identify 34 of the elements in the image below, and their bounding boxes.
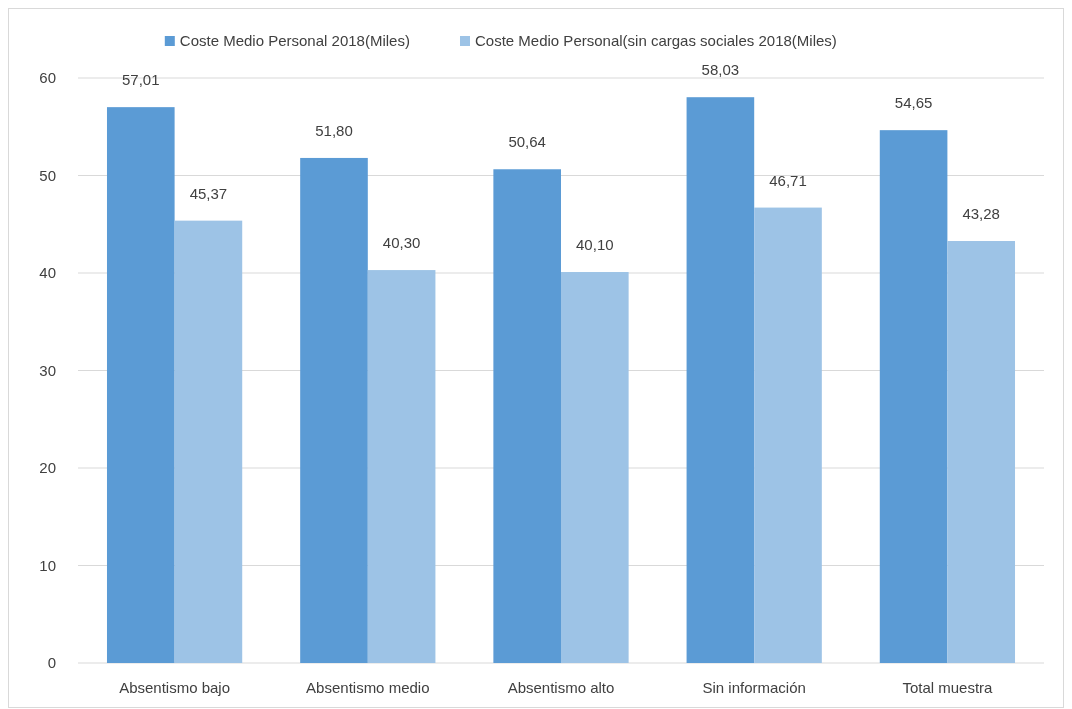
legend-label: Coste Medio Personal(sin cargas sociales 2018(Miles) <box>475 32 837 50</box>
data-label: 50,64 <box>508 133 546 151</box>
bar <box>174 220 243 663</box>
bar <box>367 270 436 663</box>
x-tick-label: Absentismo medio <box>306 679 430 696</box>
bar <box>561 272 629 663</box>
y-tick-label: 60 <box>39 69 56 87</box>
legend-label: Coste Medio Personal 2018(Miles) <box>179 32 410 50</box>
data-label: 54,65 <box>894 94 933 112</box>
data-label: 57,01 <box>122 71 160 89</box>
bar <box>686 97 755 663</box>
data-label: 51,80 <box>315 121 353 139</box>
data-label: 45,37 <box>189 184 228 202</box>
x-tick-label: Absentismo bajo <box>119 679 231 696</box>
x-tick-label: Absentismo alto <box>507 679 615 696</box>
y-tick-label: 40 <box>39 264 56 282</box>
data-label: 46,71 <box>769 171 807 189</box>
bar <box>947 241 1016 663</box>
data-label: 40,30 <box>382 234 421 252</box>
x-tick-label: Total muestra <box>902 679 994 696</box>
x-tick-label: Sin información <box>702 679 806 696</box>
bar <box>879 130 948 663</box>
bar <box>754 207 822 663</box>
y-tick-label: 10 <box>39 556 56 574</box>
bar <box>106 107 175 663</box>
data-label: 43,28 <box>962 205 1000 223</box>
bar <box>300 157 368 663</box>
data-label: 58,03 <box>701 61 740 79</box>
y-tick-label: 20 <box>39 459 56 477</box>
y-tick-label: 0 <box>47 654 56 672</box>
data-label: 40,10 <box>576 236 614 254</box>
y-tick-label: 50 <box>39 166 56 184</box>
bar <box>493 169 561 663</box>
y-tick-label: 30 <box>39 361 56 379</box>
